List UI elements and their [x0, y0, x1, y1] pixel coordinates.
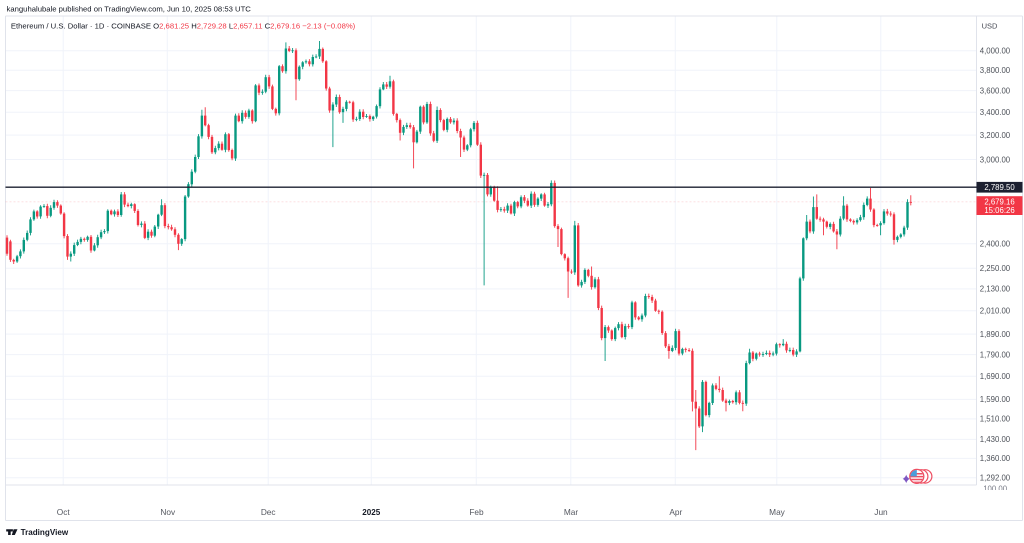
svg-text:3,600.00: 3,600.00 — [980, 86, 1011, 95]
svg-text:1,590.00: 1,590.00 — [980, 395, 1011, 404]
svg-text:1,292.00: 1,292.00 — [980, 474, 1011, 483]
svg-text:Nov: Nov — [160, 507, 176, 517]
svg-text:2,010.00: 2,010.00 — [980, 307, 1011, 316]
svg-text:Feb: Feb — [469, 507, 484, 517]
svg-text:2,400.00: 2,400.00 — [980, 240, 1011, 249]
svg-text:USD: USD — [982, 22, 998, 31]
svg-text:2,679.16: 2,679.16 — [984, 197, 1014, 206]
svg-text:3,400.00: 3,400.00 — [980, 108, 1011, 117]
svg-text:2025: 2025 — [362, 508, 381, 517]
svg-text:15:06:26: 15:06:26 — [984, 206, 1014, 215]
svg-text:Mar: Mar — [564, 507, 579, 517]
svg-text:Ethereum / U.S. Dollar · 1D ·: Ethereum / U.S. Dollar · 1D · COINBASE O… — [11, 21, 356, 30]
svg-text:1,510.00: 1,510.00 — [980, 415, 1011, 424]
svg-text:TradingView: TradingView — [21, 528, 69, 537]
svg-text:3,800.00: 3,800.00 — [980, 66, 1011, 75]
svg-text:1,890.00: 1,890.00 — [980, 330, 1011, 339]
svg-text:1,790.00: 1,790.00 — [980, 350, 1011, 359]
svg-text:4,000.00: 4,000.00 — [980, 47, 1011, 56]
svg-text:2,789.50: 2,789.50 — [984, 183, 1015, 192]
svg-text:2,130.00: 2,130.00 — [980, 285, 1011, 294]
svg-text:1,360.00: 1,360.00 — [980, 454, 1011, 463]
svg-text:May: May — [769, 507, 786, 517]
svg-text:Oct: Oct — [57, 507, 71, 517]
svg-text:3,200.00: 3,200.00 — [980, 131, 1011, 140]
svg-text:3,000.00: 3,000.00 — [980, 155, 1011, 164]
svg-text:Dec: Dec — [261, 507, 276, 517]
svg-text:100.00: 100.00 — [983, 485, 1008, 494]
svg-text:1,430.00: 1,430.00 — [980, 435, 1011, 444]
svg-text:Jun: Jun — [874, 507, 888, 517]
svg-text:kanguhalubale published on Tra: kanguhalubale published on TradingView.c… — [7, 5, 252, 14]
svg-text:1,690.00: 1,690.00 — [980, 372, 1011, 381]
svg-text:2,250.00: 2,250.00 — [980, 264, 1011, 273]
svg-text:Apr: Apr — [669, 507, 682, 517]
